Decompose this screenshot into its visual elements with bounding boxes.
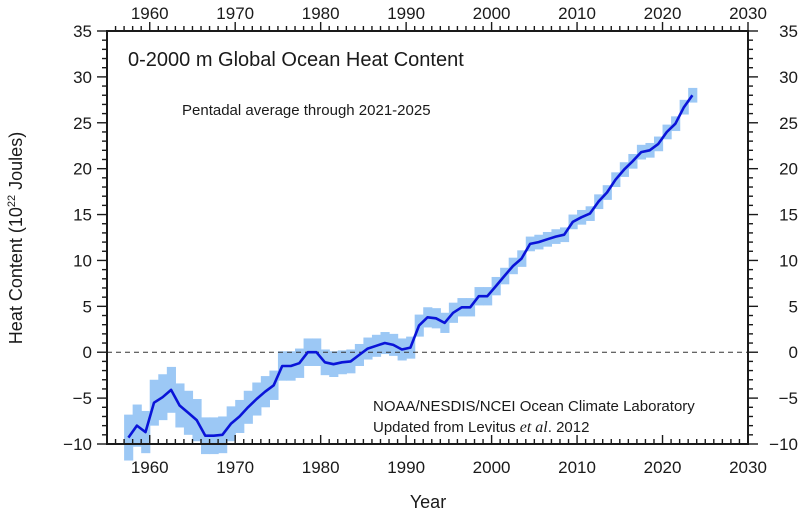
- x-tick-label-bottom: 2010: [558, 458, 596, 477]
- axis-tick-labels: 1960196019701970198019801990199020002000…: [63, 4, 798, 477]
- x-tick-label-bottom: 1960: [131, 458, 169, 477]
- credit-line-2: Updated from Levitus et al. 2012: [373, 419, 589, 436]
- x-tick-label-top: 2020: [644, 4, 682, 23]
- x-tick-label-top: 1980: [302, 4, 340, 23]
- x-tick-label-bottom: 2030: [729, 458, 767, 477]
- x-tick-label-bottom: 1970: [216, 458, 254, 477]
- y-tick-label-left: 25: [73, 114, 92, 133]
- chart-title: 0-2000 m Global Ocean Heat Content: [128, 49, 464, 71]
- chart-subtitle: Pentadal average through 2021-2025: [182, 102, 431, 119]
- x-axis-title: Year: [410, 492, 446, 512]
- x-tick-label-bottom: 2000: [473, 458, 511, 477]
- x-tick-label-top: 1970: [216, 4, 254, 23]
- y-tick-label-right: 30: [779, 68, 798, 87]
- x-tick-label-top: 2030: [729, 4, 767, 23]
- y-tick-label-right: −10: [769, 435, 798, 454]
- y-tick-label-left: 0: [83, 343, 92, 362]
- y-axis-title-main: Heat Content (10: [6, 207, 26, 344]
- y-tick-label-left: 35: [73, 22, 92, 41]
- y-axis-title-suffix: Joules): [6, 132, 26, 195]
- x-tick-label-top: 1990: [387, 4, 425, 23]
- y-tick-label-right: 20: [779, 160, 798, 179]
- y-tick-label-left: 20: [73, 160, 92, 179]
- y-tick-label-left: 5: [83, 297, 92, 316]
- credit-suffix: . 2012: [548, 419, 590, 436]
- y-tick-label-right: −5: [779, 389, 798, 408]
- y-tick-label-left: −5: [73, 389, 92, 408]
- y-axis-title: Heat Content (1022 Joules): [6, 132, 26, 344]
- y-axis-title-exponent: 22: [6, 195, 18, 207]
- heat-content-line: [127, 94, 694, 439]
- plot-frame: [106, 30, 749, 445]
- y-tick-label-right: 0: [789, 343, 798, 362]
- x-tick-label-top: 1960: [131, 4, 169, 23]
- y-tick-label-right: 10: [779, 251, 798, 270]
- x-tick-label-bottom: 1990: [387, 458, 425, 477]
- y-tick-label-right: 25: [779, 114, 798, 133]
- x-tick-label-top: 2000: [473, 4, 511, 23]
- y-tick-label-left: 10: [73, 251, 92, 270]
- y-tick-label-left: −10: [63, 435, 92, 454]
- y-tick-label-left: 30: [73, 68, 92, 87]
- credit-prefix: Updated from Levitus: [373, 419, 520, 436]
- credit-italic: et al: [520, 419, 549, 436]
- credit-line-1: NOAA/NESDIS/NCEI Ocean Climate Laborator…: [373, 398, 695, 415]
- y-tick-label-left: 15: [73, 206, 92, 225]
- x-tick-label-bottom: 1980: [302, 458, 340, 477]
- y-tick-label-right: 5: [789, 297, 798, 316]
- axis-ticks: [97, 22, 758, 445]
- y-tick-label-right: 15: [779, 206, 798, 225]
- x-tick-label-top: 2010: [558, 4, 596, 23]
- uncertainty-box: [688, 87, 698, 103]
- y-tick-label-right: 35: [779, 22, 798, 41]
- x-tick-label-bottom: 2020: [644, 458, 682, 477]
